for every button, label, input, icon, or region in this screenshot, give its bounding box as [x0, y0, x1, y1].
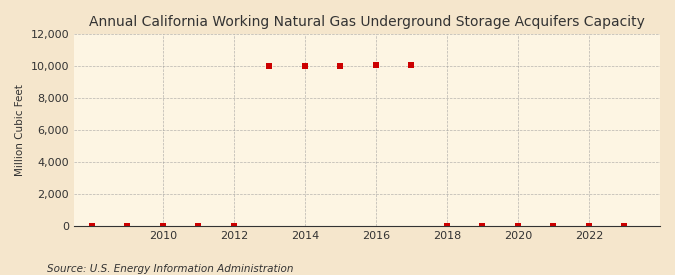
Text: Source: U.S. Energy Information Administration: Source: U.S. Energy Information Administ… [47, 264, 294, 274]
Y-axis label: Million Cubic Feet: Million Cubic Feet [15, 84, 25, 176]
Title: Annual California Working Natural Gas Underground Storage Acquifers Capacity: Annual California Working Natural Gas Un… [89, 15, 645, 29]
